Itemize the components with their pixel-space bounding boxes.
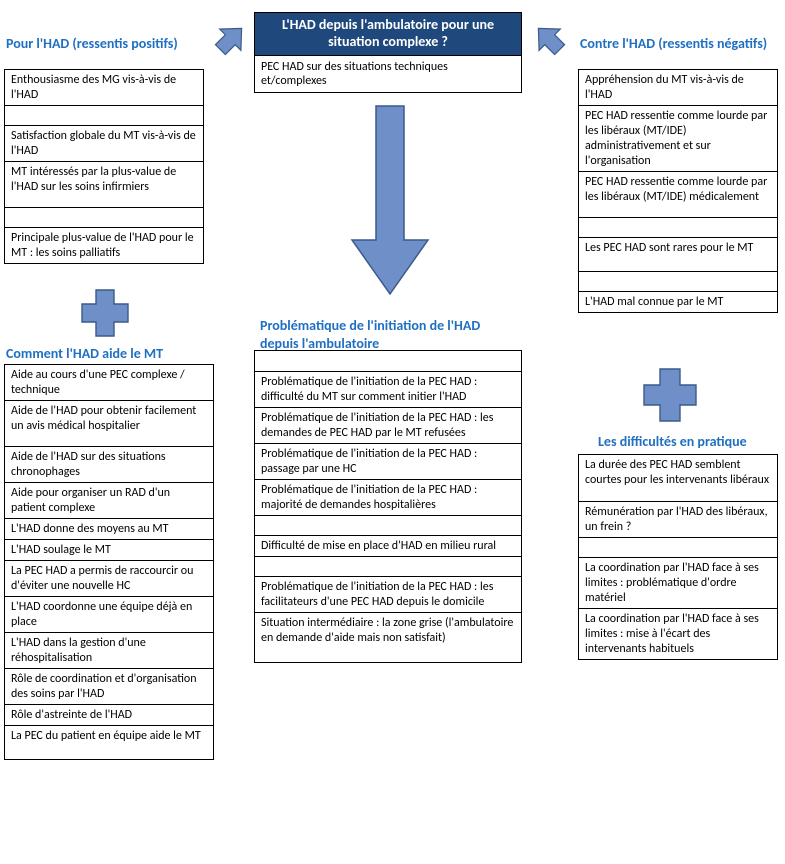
right-bottom-item: La coordination par l'HAD face à ses lim… <box>579 608 777 659</box>
arrow-down-icon <box>340 100 440 300</box>
center-item: Situation intermédiaire : la zone grise … <box>255 612 521 662</box>
left-top-title: Pour l'HAD (ressentis positifs) <box>4 34 204 55</box>
right-bottom-title: Les difficultés en pratique <box>596 432 785 453</box>
left-top-table: Enthousiasme des MG vis-à-vis de l'HAD S… <box>4 69 204 264</box>
left-top-item: MT intéressés par la plus-value de l'HAD… <box>5 161 203 207</box>
right-top-item: Appréhension du MT vis-à-vis de l'HAD <box>579 70 777 105</box>
left-bottom-item: L'HAD dans la gestion d'une réhospitalis… <box>5 632 213 668</box>
left-bottom-item: Aide de l'HAD pour obtenir facilement un… <box>5 400 213 446</box>
main-header-group: L'HAD depuis l'ambulatoire pour une situ… <box>254 12 522 93</box>
left-bottom-item: La PEC du patient en équipe aide le MT <box>5 725 213 759</box>
main-subtitle: PEC HAD sur des situations techniques et… <box>254 56 522 94</box>
left-bottom-item: Rôle d'astreinte de l'HAD <box>5 704 213 725</box>
right-bottom-table: La durée des PEC HAD semblent courtes po… <box>578 454 778 660</box>
arrow-right-icon <box>528 20 570 58</box>
right-top-item <box>579 271 777 291</box>
right-top-table: Appréhension du MT vis-à-vis de l'HAD PE… <box>578 69 778 313</box>
left-bottom-item: La PEC HAD a permis de raccourcir ou d'é… <box>5 560 213 596</box>
right-bottom-item: Rémunération par l'HAD des libéraux, un … <box>579 501 777 537</box>
right-bottom-title-wrap: Les difficultés en pratique <box>596 432 785 453</box>
right-bottom-item: La durée des PEC HAD semblent courtes po… <box>579 455 777 501</box>
left-top-title-wrap: Pour l'HAD (ressentis positifs) <box>4 34 204 55</box>
center-item: Difficulté de mise en place d'HAD en mil… <box>255 535 521 556</box>
left-bottom-title: Comment l'HAD aide le MT <box>4 344 214 365</box>
right-top-item: L'HAD mal connue par le MT <box>579 291 777 312</box>
center-item: Problématique de l'initiation de la PEC … <box>255 479 521 515</box>
left-top-item <box>5 207 203 227</box>
arrow-left-icon <box>210 20 252 58</box>
center-item <box>255 515 521 535</box>
left-bottom-item: Aide pour organiser un RAD d'un patient … <box>5 482 213 518</box>
left-bottom-item: Rôle de coordination et d'organisation d… <box>5 668 213 704</box>
left-bottom-item: L'HAD soulage le MT <box>5 539 213 560</box>
left-top-item: Principale plus-value de l'HAD pour le M… <box>5 227 203 263</box>
main-title: L'HAD depuis l'ambulatoire pour une situ… <box>254 12 522 56</box>
left-bottom-item: L'HAD coordonne une équipe déjà en place <box>5 596 213 632</box>
right-bottom-item: La coordination par l'HAD face à ses lim… <box>579 557 777 608</box>
left-bottom-item: Aide de l'HAD sur des situations chronop… <box>5 446 213 482</box>
left-top-item: Satisfaction globale du MT vis-à-vis de … <box>5 125 203 161</box>
right-bottom-item <box>579 537 777 557</box>
left-top-item <box>5 105 203 125</box>
right-top-item: Les PEC HAD sont rares pour le MT <box>579 237 777 271</box>
left-bottom-title-wrap: Comment l'HAD aide le MT <box>4 344 214 365</box>
right-top-title: Contre l'HAD (ressentis négatifs) <box>578 34 778 55</box>
left-bottom-item: Aide au cours d'une PEC complexe / techn… <box>5 365 213 400</box>
center-item <box>255 556 521 576</box>
right-top-item: PEC HAD ressentie comme lourde par les l… <box>579 171 777 217</box>
center-item: Problématique de l'initiation de la PEC … <box>255 443 521 479</box>
left-top-item: Enthousiasme des MG vis-à-vis de l'HAD <box>5 70 203 105</box>
right-top-item: PEC HAD ressentie comme lourde par les l… <box>579 105 777 171</box>
plus-right-icon <box>640 365 700 425</box>
plus-left-icon <box>78 286 132 340</box>
center-table: Problématique de l'initiation de la PEC … <box>254 350 522 663</box>
center-item: Problématique de l'initiation de la PEC … <box>255 407 521 443</box>
left-bottom-table: Aide au cours d'une PEC complexe / techn… <box>4 364 214 760</box>
left-bottom-item: L'HAD donne des moyens au MT <box>5 518 213 539</box>
center-item: Problématique de l'initiation de la PEC … <box>255 576 521 612</box>
center-item: Problématique de l'initiation de la PEC … <box>255 371 521 407</box>
center-item <box>255 351 521 371</box>
right-top-title-wrap: Contre l'HAD (ressentis négatifs) <box>578 34 778 55</box>
right-top-item <box>579 217 777 237</box>
